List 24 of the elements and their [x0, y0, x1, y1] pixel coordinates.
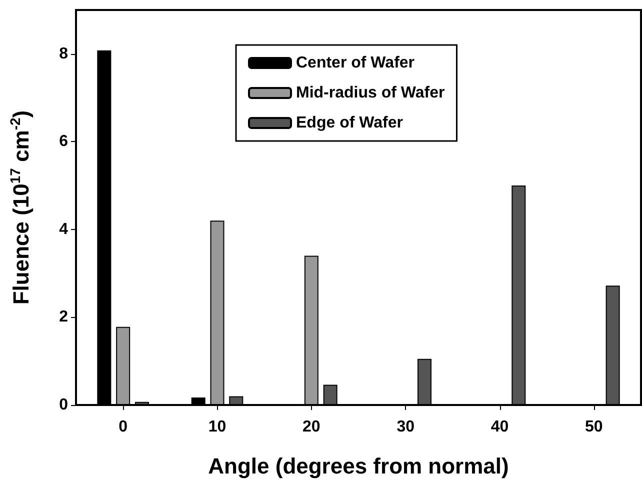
- bar: [323, 384, 338, 405]
- legend-label: Mid-radius of Wafer: [296, 84, 445, 102]
- bar: [97, 50, 112, 405]
- y-axis-title: Fluence (1017 cm-2): [7, 110, 34, 305]
- y-tick-label: 2: [59, 308, 68, 326]
- x-tick-label: 20: [302, 418, 320, 436]
- y-tick-label: 6: [59, 133, 68, 150]
- x-axis-title: Angle (degrees from normal): [208, 454, 509, 478]
- bar: [606, 286, 620, 405]
- bar: [191, 398, 206, 405]
- bar: [512, 186, 526, 405]
- bar: [229, 396, 244, 405]
- x-tick-label: 0: [118, 418, 128, 436]
- legend-label: Edge of Wafer: [296, 114, 403, 132]
- legend-label: Center of Wafer: [296, 54, 415, 72]
- x-tick-label: 30: [396, 418, 415, 436]
- x-tick-label: 50: [585, 418, 603, 436]
- y-tick-label: 4: [59, 220, 68, 238]
- x-tick-label: 40: [490, 418, 509, 436]
- y-tick-label: 8: [59, 45, 68, 62]
- y-tick-label: 0: [59, 396, 68, 414]
- bar: [134, 402, 149, 405]
- bar: [417, 358, 432, 405]
- x-tick-label: 10: [208, 418, 226, 436]
